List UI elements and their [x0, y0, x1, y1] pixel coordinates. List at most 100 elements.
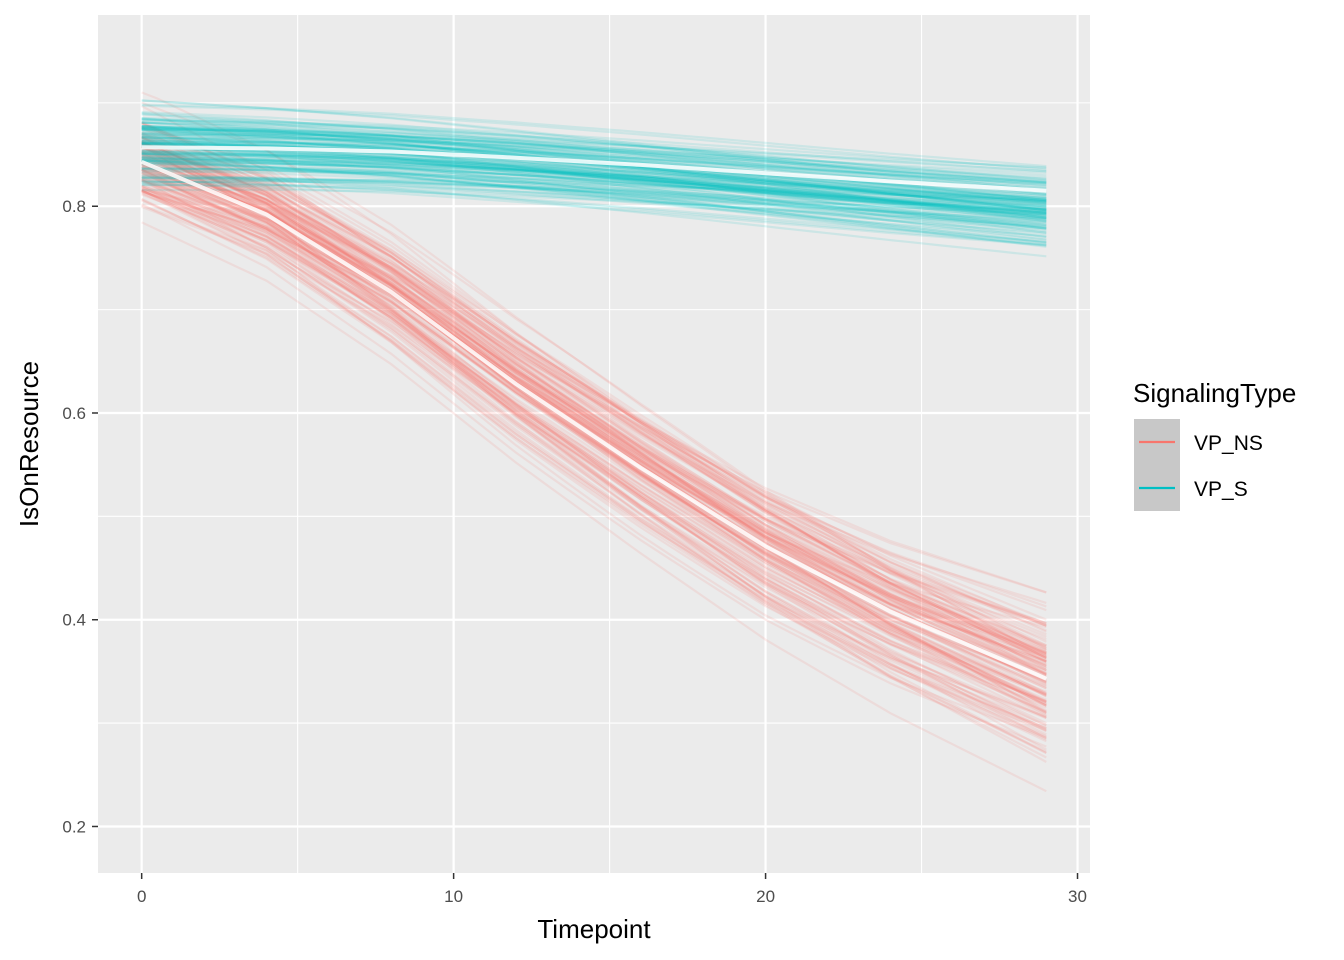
- draw-line-vp-s: [141, 184, 1047, 228]
- draw-line-vp-ns: [141, 169, 1047, 707]
- draw-line-vp-ns: [141, 154, 1047, 664]
- draw-line-vp-s: [141, 152, 1047, 214]
- draw-line-vp-ns: [141, 179, 1047, 654]
- draw-line-vp-s: [141, 176, 1047, 220]
- draw-line-vp-ns: [141, 163, 1047, 680]
- y-tick-label: 0.4: [62, 611, 86, 630]
- draw-line-vp-s: [141, 119, 1047, 170]
- draw-line-vp-s: [141, 159, 1047, 216]
- draw-line-vp-s: [141, 145, 1047, 215]
- draw-line-vp-s: [141, 136, 1047, 208]
- y-tick-labels: 0.2 0.4 0.6 0.8: [62, 197, 86, 836]
- x-tick-label: 0: [137, 887, 146, 906]
- draw-line-vp-s: [141, 139, 1047, 186]
- draw-line-vp-ns: [141, 163, 1047, 656]
- draw-line-vp-s: [141, 118, 1047, 180]
- draw-line-vp-ns: [141, 154, 1047, 652]
- draw-line-vp-ns: [141, 147, 1047, 672]
- draw-line-vp-ns: [141, 199, 1047, 753]
- draw-line-vp-s: [141, 121, 1047, 184]
- draw-line-vp-s: [141, 140, 1047, 191]
- draw-line-vp-s: [141, 155, 1047, 213]
- draw-line-vp-s: [141, 118, 1047, 212]
- draw-line-vp-ns: [141, 101, 1047, 658]
- draw-line-vp-s: [141, 160, 1047, 213]
- draw-line-vp-s: [141, 145, 1047, 230]
- draw-line-vp-ns: [141, 137, 1047, 695]
- draw-line-vp-s: [141, 178, 1047, 201]
- draw-line-vp-ns: [141, 127, 1047, 697]
- draw-line-vp-ns: [141, 179, 1047, 696]
- draw-line-vp-s: [141, 177, 1047, 231]
- draw-line-vp-s: [141, 125, 1047, 188]
- draw-line-vp-s: [141, 148, 1047, 220]
- draw-line-vp-ns: [141, 146, 1047, 683]
- x-tick-label: 10: [444, 887, 463, 906]
- draw-line-vp-s: [141, 137, 1047, 221]
- draw-line-vp-ns: [141, 141, 1047, 655]
- draw-line-vp-ns: [141, 155, 1047, 718]
- draw-line-vp-s: [141, 121, 1047, 173]
- draw-line-vp-ns: [141, 221, 1047, 793]
- draw-line-vp-ns: [141, 161, 1047, 707]
- draw-line-vp-s: [141, 128, 1047, 173]
- draw-line-vp-ns: [141, 146, 1047, 650]
- draw-line-vp-ns: [141, 191, 1047, 686]
- draw-line-vp-ns: [141, 122, 1047, 627]
- mean-lines: [140, 145, 1048, 681]
- draw-line-vp-ns: [141, 145, 1047, 633]
- draw-line-vp-ns: [141, 167, 1047, 648]
- draw-line-vp-ns: [141, 142, 1047, 621]
- draw-line-vp-s: [141, 160, 1047, 241]
- draw-line-vp-s: [141, 152, 1047, 200]
- draw-line-vp-ns: [141, 156, 1047, 670]
- draw-line-vp-ns: [141, 178, 1047, 739]
- mean-line-vp-s: [141, 145, 1047, 193]
- draw-line-vp-ns: [141, 177, 1047, 690]
- draw-line-vp-ns: [141, 171, 1047, 715]
- draw-line-vp-ns: [141, 134, 1047, 647]
- draw-line-vp-ns: [141, 171, 1047, 725]
- draw-line-vp-ns: [141, 122, 1047, 666]
- draw-line-vp-s: [141, 153, 1047, 244]
- draw-line-vp-s: [141, 144, 1047, 248]
- draw-line-vp-s: [141, 99, 1047, 195]
- draw-line-vp-s: [141, 161, 1047, 230]
- draw-line-vp-ns: [141, 141, 1047, 698]
- draw-line-vp-ns: [141, 155, 1047, 594]
- draw-line-vp-ns: [141, 171, 1047, 727]
- draw-line-vp-ns: [141, 165, 1047, 669]
- draw-line-vp-s: [141, 157, 1047, 213]
- draw-line-vp-s: [141, 141, 1047, 185]
- draw-line-vp-ns: [141, 125, 1047, 660]
- draw-line-vp-ns: [141, 163, 1047, 668]
- draw-line-vp-ns: [141, 175, 1047, 754]
- draw-line-vp-s: [141, 119, 1047, 182]
- draw-line-vp-s: [141, 156, 1047, 227]
- draw-line-vp-ns: [141, 189, 1047, 732]
- draw-line-vp-ns: [141, 203, 1047, 748]
- draw-line-vp-s: [141, 162, 1047, 228]
- draw-line-vp-ns: [141, 125, 1047, 643]
- draw-line-vp-ns: [141, 122, 1047, 676]
- draw-line-vp-ns: [141, 179, 1047, 703]
- draw-line-vp-s: [141, 169, 1047, 229]
- draw-line-vp-ns: [141, 161, 1047, 682]
- draw-line-vp-s: [141, 113, 1047, 195]
- draw-line-vp-s: [141, 142, 1047, 226]
- draw-line-vp-ns: [141, 143, 1047, 627]
- draw-line-vp-ns: [141, 136, 1047, 651]
- draw-line-vp-s: [141, 134, 1047, 230]
- draw-line-vp-ns: [141, 191, 1047, 730]
- draw-line-vp-ns: [141, 204, 1047, 706]
- draw-line-vp-s: [141, 146, 1047, 218]
- draw-line-vp-ns: [141, 173, 1047, 625]
- draw-line-vp-ns: [141, 152, 1047, 715]
- draw-line-vp-s: [141, 179, 1047, 243]
- draw-line-vp-s: [141, 159, 1047, 214]
- draw-line-vp-s: [141, 125, 1047, 202]
- draw-line-vp-s: [141, 133, 1047, 186]
- draw-line-vp-s: [141, 157, 1047, 217]
- draw-line-vp-ns: [141, 133, 1047, 654]
- draw-line-vp-ns: [141, 136, 1047, 658]
